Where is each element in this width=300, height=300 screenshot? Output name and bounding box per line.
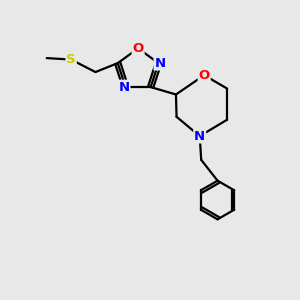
Text: N: N (194, 130, 205, 142)
Text: O: O (133, 42, 144, 55)
Text: N: N (154, 57, 166, 70)
Text: O: O (199, 69, 210, 82)
Text: N: N (118, 81, 130, 94)
Text: S: S (66, 53, 76, 66)
